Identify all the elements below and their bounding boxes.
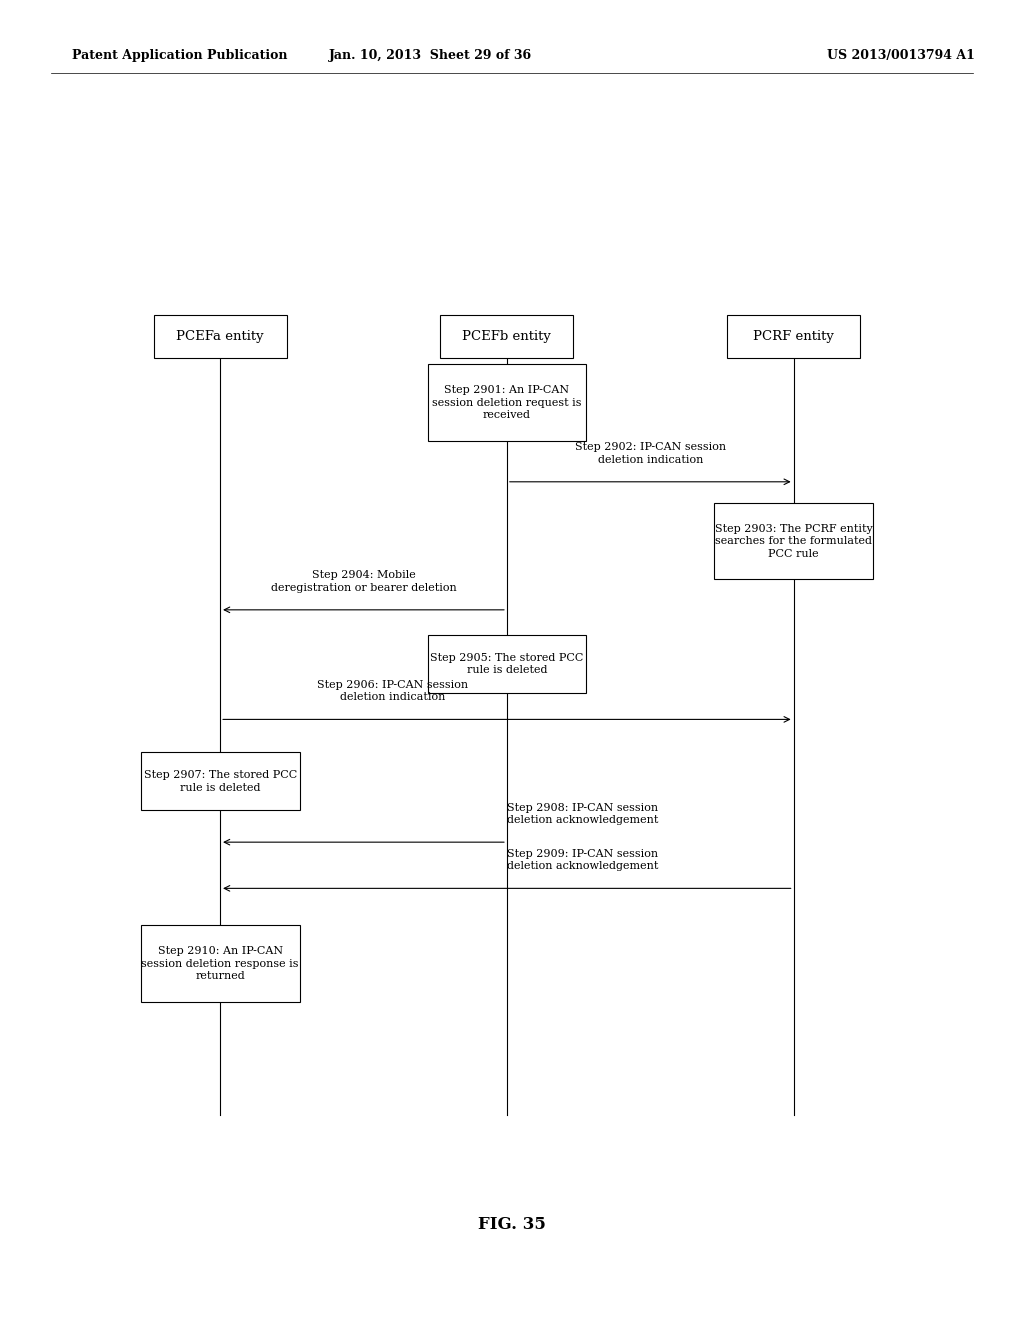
Text: Step 2904: Mobile
deregistration or bearer deletion: Step 2904: Mobile deregistration or bear… [270,570,457,593]
Text: PCEFb entity: PCEFb entity [463,330,551,343]
Text: Step 2901: An IP-CAN
session deletion request is
received: Step 2901: An IP-CAN session deletion re… [432,385,582,420]
Text: FIG. 35: FIG. 35 [478,1217,546,1233]
Text: Step 2902: IP-CAN session
deletion indication: Step 2902: IP-CAN session deletion indic… [574,442,726,465]
Text: PCRF entity: PCRF entity [754,330,834,343]
Text: Step 2910: An IP-CAN
session deletion response is
returned: Step 2910: An IP-CAN session deletion re… [141,946,299,981]
Bar [141,752,299,810]
Bar [715,503,872,579]
Text: Step 2906: IP-CAN session
deletion indication: Step 2906: IP-CAN session deletion indic… [317,680,469,702]
Text: US 2013/0013794 A1: US 2013/0013794 A1 [827,49,975,62]
Text: Step 2907: The stored PCC
rule is deleted: Step 2907: The stored PCC rule is delete… [143,771,297,792]
Bar [154,314,287,358]
Bar [141,925,299,1002]
Text: Step 2903: The PCRF entity
searches for the formulated
PCC rule: Step 2903: The PCRF entity searches for … [715,524,872,558]
Text: Step 2908: IP-CAN session
deletion acknowledgement: Step 2908: IP-CAN session deletion ackno… [507,803,658,825]
Bar [727,314,860,358]
Text: Patent Application Publication: Patent Application Publication [72,49,287,62]
Bar [428,635,586,693]
Bar [428,364,586,441]
Text: Jan. 10, 2013  Sheet 29 of 36: Jan. 10, 2013 Sheet 29 of 36 [329,49,531,62]
Text: Step 2905: The stored PCC
rule is deleted: Step 2905: The stored PCC rule is delete… [430,653,584,675]
Bar [440,314,573,358]
Text: PCEFa entity: PCEFa entity [176,330,264,343]
Text: Step 2909: IP-CAN session
deletion acknowledgement: Step 2909: IP-CAN session deletion ackno… [507,849,658,871]
